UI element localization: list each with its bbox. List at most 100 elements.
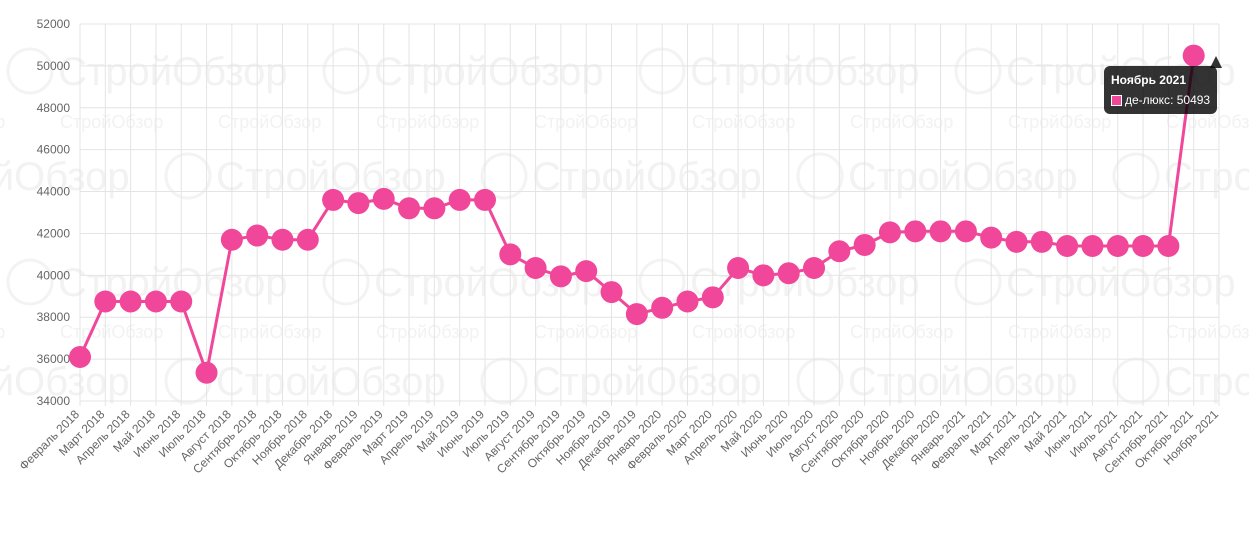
watermark-text: СтройОбзор bbox=[690, 50, 920, 94]
data-point bbox=[1182, 44, 1205, 67]
data-point bbox=[575, 260, 598, 283]
data-point bbox=[1081, 235, 1104, 258]
data-point bbox=[600, 281, 623, 304]
tooltip-series-label: де-люкс bbox=[1125, 93, 1171, 107]
data-point bbox=[144, 290, 167, 313]
y-tick-label: 38000 bbox=[37, 310, 71, 324]
watermark-text: СтройОбзор bbox=[1166, 322, 1249, 342]
watermark-text: СтройОбзор bbox=[60, 112, 163, 132]
y-tick-label: 44000 bbox=[37, 185, 71, 199]
data-point bbox=[195, 361, 218, 384]
data-point bbox=[1106, 235, 1129, 258]
data-point bbox=[473, 188, 496, 211]
watermark-text: СтройОбзор bbox=[850, 322, 953, 342]
data-point bbox=[701, 286, 724, 309]
y-tick-label: 40000 bbox=[37, 268, 71, 282]
watermark-logo bbox=[796, 357, 844, 405]
watermark-logo bbox=[480, 357, 528, 405]
watermark-text: СтройОбзор bbox=[216, 360, 446, 404]
data-point bbox=[94, 290, 117, 313]
data-point bbox=[524, 257, 547, 280]
data-point bbox=[676, 290, 699, 313]
data-point bbox=[372, 187, 395, 210]
tooltip: Ноябрь 2021 де-люкс: 50493 bbox=[1104, 66, 1218, 114]
y-tick-label: 48000 bbox=[37, 101, 71, 115]
watermark-text: СтройОбзор bbox=[532, 155, 762, 199]
data-point bbox=[246, 224, 269, 247]
data-point bbox=[347, 192, 370, 215]
watermark-text: СтройОбзор bbox=[850, 112, 953, 132]
tooltip-row: де-люкс: 50493 bbox=[1111, 92, 1210, 108]
watermark-text: СтройОбзор bbox=[60, 322, 163, 342]
watermark-text: СтройОбзор bbox=[532, 360, 762, 404]
watermark-text: СтройОбзор bbox=[374, 50, 604, 94]
watermark-text: СтройОбзор bbox=[376, 112, 479, 132]
watermark-text: СтройОбзор bbox=[0, 360, 130, 404]
tooltip-title: Ноябрь 2021 bbox=[1111, 73, 1186, 87]
watermark-text: СтройОбзор bbox=[218, 322, 321, 342]
watermark-text: СтройОбзор bbox=[58, 50, 288, 94]
data-point bbox=[853, 233, 876, 256]
data-point bbox=[727, 257, 750, 280]
watermark-logo bbox=[322, 258, 370, 306]
watermark-text: СтройОбзор bbox=[534, 112, 637, 132]
data-point bbox=[625, 303, 648, 326]
watermark-text: СтройОбзор bbox=[1164, 360, 1249, 404]
watermark-logo bbox=[1112, 357, 1160, 405]
watermark-text: СтройОбзор bbox=[0, 112, 5, 132]
data-point bbox=[322, 188, 345, 211]
watermark-text: СтройОбзор bbox=[848, 360, 1078, 404]
data-point bbox=[499, 243, 522, 266]
y-axis: 34000 36000 38000 40000 42000 44000 46000 48000… bbox=[37, 17, 71, 408]
watermark-logo bbox=[480, 152, 528, 200]
watermark-logo bbox=[6, 258, 54, 306]
data-point bbox=[803, 257, 826, 280]
series-layer bbox=[69, 44, 1222, 384]
data-point bbox=[777, 262, 800, 285]
y-tick-label: 46000 bbox=[37, 143, 71, 157]
watermark-layer: СтройОбзор СтройОбзор СтройОбзор СтройОбзор… bbox=[0, 47, 1249, 405]
data-point bbox=[170, 290, 193, 313]
watermark-logo bbox=[1112, 152, 1160, 200]
data-point bbox=[271, 228, 294, 251]
data-point bbox=[1056, 235, 1079, 258]
watermark-logo bbox=[954, 47, 1002, 95]
data-point bbox=[398, 197, 421, 220]
tooltip-caret bbox=[1210, 56, 1222, 68]
data-point bbox=[929, 220, 952, 243]
data-point bbox=[878, 221, 901, 244]
data-point bbox=[1157, 235, 1180, 258]
tooltip-separator: : bbox=[1170, 93, 1177, 107]
watermark-text: СтройОбзор bbox=[0, 322, 5, 342]
y-tick-label: 34000 bbox=[37, 394, 71, 408]
data-point bbox=[828, 240, 851, 263]
watermark-text: СтройОбзор bbox=[1008, 322, 1111, 342]
grid-lines bbox=[79, 23, 1220, 406]
data-point bbox=[448, 188, 471, 211]
y-tick-label: 50000 bbox=[37, 59, 71, 73]
data-point bbox=[69, 346, 91, 369]
watermark-logo bbox=[164, 152, 212, 200]
watermark-text: СтройОбзор bbox=[692, 112, 795, 132]
watermark-logo bbox=[796, 152, 844, 200]
tooltip-value: 50493 bbox=[1176, 93, 1211, 107]
data-point bbox=[296, 228, 319, 251]
data-point bbox=[980, 226, 1003, 249]
watermark-text: СтройОбзор bbox=[534, 322, 637, 342]
data-point bbox=[1132, 235, 1155, 258]
watermark-logo bbox=[322, 47, 370, 95]
watermark-text: СтройОбзор bbox=[1006, 261, 1236, 305]
data-point bbox=[651, 296, 674, 319]
watermark-text: СтройОбзор bbox=[218, 112, 321, 132]
watermark-logo bbox=[6, 47, 54, 95]
watermark-text: СтройОбзор bbox=[848, 155, 1078, 199]
watermark-text: СтройОбзор bbox=[376, 322, 479, 342]
tooltip-swatch bbox=[1111, 94, 1122, 106]
data-point bbox=[752, 264, 775, 287]
data-point bbox=[904, 220, 927, 243]
watermark-text: СтройОбзор bbox=[1008, 112, 1111, 132]
watermark-logo bbox=[954, 258, 1002, 306]
